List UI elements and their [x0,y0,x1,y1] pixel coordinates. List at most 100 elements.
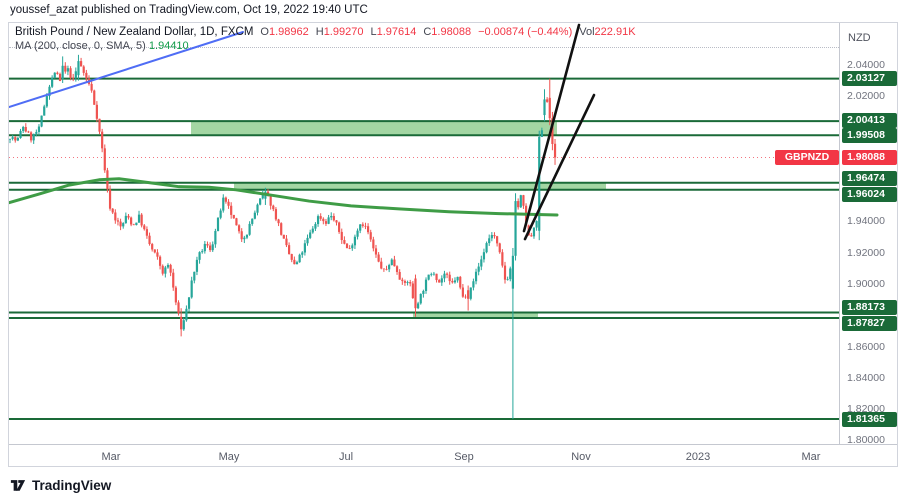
candle-down [398,271,401,280]
candle-down [287,245,291,255]
blue-ascending-trendline[interactable] [9,30,244,109]
ticker-badge: GBPNZD [775,150,839,165]
level-price-badge: 1.99508 [842,128,897,144]
candle-down [177,302,180,314]
supply-demand-zone[interactable] [413,312,538,318]
candle-up [251,218,254,224]
candle-down [282,234,285,239]
candle-down [108,189,112,209]
candle-down [232,214,235,219]
candle-down [93,90,96,105]
price-chart-canvas[interactable] [9,23,839,444]
candle-down [132,224,135,226]
candle-wick [407,280,409,286]
candle-down [151,244,154,250]
candle-up [35,131,38,134]
symbol-title[interactable]: British Pound / New Zealand Dollar, 1D, … [15,26,254,38]
footer-brand[interactable]: TradingView [32,477,112,493]
time-tick-label: Sep [454,451,474,463]
candle-up [198,252,201,260]
candle-down [445,273,449,275]
sma-200-line[interactable] [9,177,559,217]
candle-up [214,230,217,245]
candle-down [385,268,388,270]
symbol-ohlc-row: British Pound / New Zealand Dollar, 1D, … [15,26,636,38]
candle-down [277,219,280,224]
candle-up [432,273,436,275]
candle-down [280,223,283,235]
candle-down [366,226,370,233]
candle-up [519,195,522,208]
candle-down [411,283,414,299]
candle-down [148,235,151,245]
candle-down [530,235,533,237]
candle-up [359,224,362,231]
candle-up [543,99,546,116]
candle-down [522,195,525,206]
candle-down [235,218,238,226]
candlestick-series[interactable] [9,54,557,420]
candle-down [209,245,212,251]
candle-up [538,136,541,231]
candle-down [324,221,328,224]
time-axis[interactable]: Mar May Jul Sep Nov 2023 Mar [9,444,897,466]
candle-up [422,290,425,294]
black-steep-trendline[interactable] [522,23,581,233]
price-tick-label: 1.90000 [847,277,885,290]
change-value: −0.00874 (−0.44%) [478,26,573,38]
ma-indicator-row[interactable]: MA (200, close, 0, SMA, 5) 1.94410 [15,40,636,52]
candle-down [145,229,149,236]
candle-up [474,271,478,282]
candle-wick [335,220,337,226]
candle-down [169,264,172,273]
candle-up [535,221,538,228]
candle-down [464,296,467,298]
candle-down [29,132,33,141]
candle-up [456,276,459,281]
candle-up [203,243,206,252]
candle-up [356,230,359,237]
candle-up [509,268,512,280]
price-axis[interactable]: NZD 2.04000 2.02000 1.94000 1.92000 1.90000 1… [839,23,897,446]
chart-legend: British Pound / New Zealand Dollar, 1D, … [15,26,636,52]
candle-down [451,281,454,283]
tradingview-logo[interactable] [10,477,26,493]
candle-wick [446,272,448,279]
price-tick-label: 2.04000 [847,59,885,71]
candle-down [156,252,159,257]
candle-wick [383,268,385,272]
candle-up [330,216,333,218]
candle-up [306,237,309,244]
candle-up [48,86,51,97]
black-channel-trendline[interactable] [523,93,596,241]
candle-down [158,256,162,266]
candle-down [58,73,62,81]
candle-wick [512,247,514,420]
candle-down [140,214,143,226]
supply-demand-zone[interactable] [234,182,606,190]
candle-up [480,259,483,267]
candle-down [382,268,385,270]
candle-down [111,208,114,213]
candle-down [269,195,272,206]
candle-up [77,61,80,76]
candle-up [195,259,199,272]
candle-down [114,212,117,221]
candle-up [66,68,70,72]
candle-down [517,201,520,208]
candle-up [11,137,14,139]
price-tick-label: 1.94000 [847,215,885,228]
candle-down [27,131,30,133]
candle-down [361,224,364,226]
candle-up [406,282,409,283]
candle-down [372,239,375,249]
supply-demand-zone[interactable] [191,121,557,136]
candle-up [440,278,443,283]
candle-wick [133,223,135,226]
candle-up [295,262,299,265]
candle-down [293,259,296,265]
candle-wick [243,235,245,244]
candle-down [272,205,275,210]
candle-up [185,308,188,321]
candle-down [345,243,349,249]
